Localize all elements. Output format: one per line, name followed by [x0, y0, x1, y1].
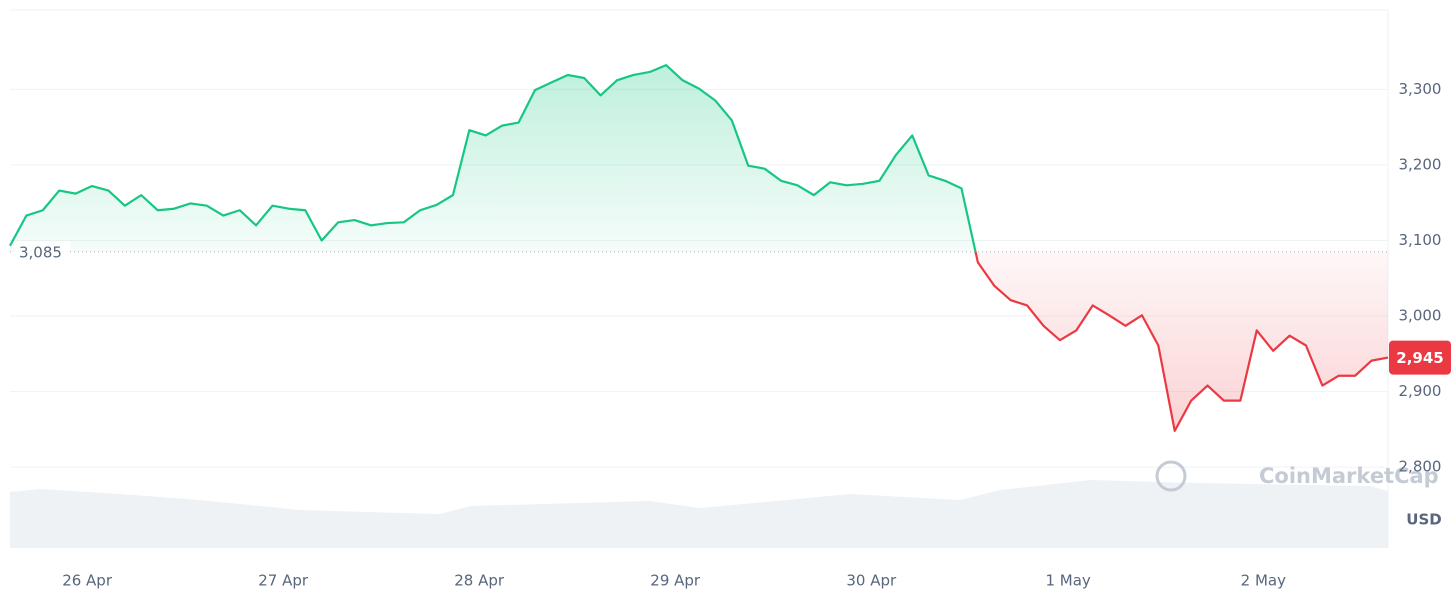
x-tick-label: 1 May	[1045, 572, 1090, 590]
y-tick-label: 3,300	[1399, 80, 1442, 98]
y-tick-label: 3,000	[1399, 307, 1442, 325]
y-tick-label: 3,200	[1399, 155, 1442, 173]
area	[10, 65, 1388, 431]
x-tick-label: 28 Apr	[454, 572, 505, 590]
current-price-badge	[1389, 340, 1451, 375]
currency-label: USD	[1406, 511, 1441, 529]
x-tick-label: 27 Apr	[258, 572, 309, 590]
x-tick-label: 30 Apr	[846, 572, 897, 590]
volume-area	[10, 480, 1388, 548]
price-line	[9, 64, 1389, 432]
baseline-label-bg	[14, 240, 70, 261]
watermark: CoinMarketCap	[1259, 464, 1439, 488]
y-tick-label: 2,800	[1399, 458, 1442, 476]
y-tick-label: 3,100	[1399, 231, 1442, 249]
baseline-label: 3,085	[19, 243, 62, 261]
y-tick-label: 2,900	[1399, 382, 1442, 400]
x-tick-label: 2 May	[1241, 572, 1286, 590]
current-price-label: 2,945	[1396, 349, 1443, 367]
x-tick-label: 29 Apr	[650, 572, 701, 590]
x-tick-label: 26 Apr	[62, 572, 113, 590]
watermark-logo	[1155, 460, 1187, 492]
